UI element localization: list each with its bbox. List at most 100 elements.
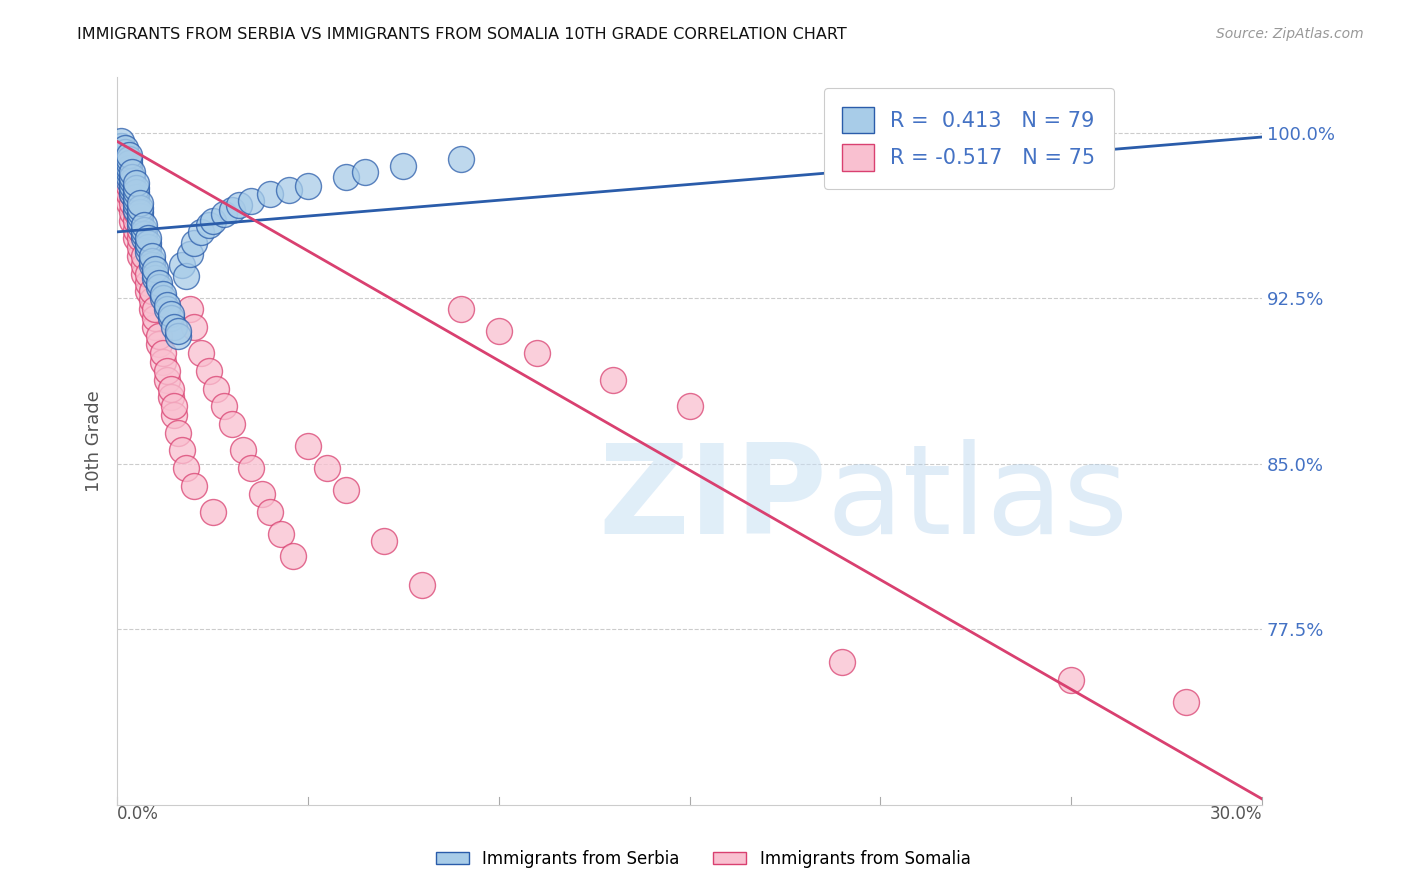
Point: [110, 169, 132, 184]
Point: [125, 185, 148, 199]
Point: [121, 205, 143, 219]
Point: [129, 205, 152, 219]
Point: [159, 310, 181, 325]
Point: [152, 291, 174, 305]
Point: [121, 174, 143, 188]
Point: [143, 310, 166, 325]
Point: [132, 267, 155, 281]
Point: [179, 302, 201, 317]
Point: [117, 156, 139, 170]
Point: [190, 346, 212, 360]
Point: [110, 159, 132, 173]
Point: [143, 302, 166, 317]
Point: [354, 165, 377, 179]
Point: [450, 302, 472, 317]
Point: [156, 302, 179, 317]
Point: [159, 390, 181, 404]
Point: [125, 202, 148, 217]
Point: [488, 324, 510, 338]
Point: [159, 306, 181, 320]
Point: [602, 373, 624, 387]
Point: [297, 178, 319, 193]
Point: [132, 258, 155, 272]
Point: [110, 147, 132, 161]
Text: Source: ZipAtlas.com: Source: ZipAtlas.com: [1216, 27, 1364, 41]
Point: [136, 235, 159, 250]
Point: [114, 154, 136, 169]
Point: [228, 198, 250, 212]
Point: [316, 461, 339, 475]
Point: [152, 286, 174, 301]
Point: [125, 194, 148, 208]
Point: [183, 235, 205, 250]
Point: [143, 267, 166, 281]
Point: [148, 328, 170, 343]
Point: [201, 505, 224, 519]
Point: [984, 132, 1007, 146]
Point: [114, 141, 136, 155]
Point: [117, 187, 139, 202]
Point: [114, 165, 136, 179]
Point: [156, 373, 179, 387]
Point: [163, 408, 186, 422]
Point: [221, 202, 243, 217]
Point: [167, 328, 190, 343]
Point: [129, 210, 152, 224]
Point: [152, 355, 174, 369]
Point: [136, 231, 159, 245]
Point: [259, 187, 281, 202]
Point: [121, 169, 143, 184]
Point: [239, 194, 262, 208]
Point: [121, 214, 143, 228]
Point: [170, 443, 193, 458]
Point: [143, 319, 166, 334]
Point: [132, 249, 155, 263]
Point: [125, 222, 148, 236]
Point: [159, 382, 181, 396]
Point: [117, 174, 139, 188]
Point: [141, 285, 163, 299]
Point: [156, 364, 179, 378]
Point: [117, 165, 139, 179]
Point: [129, 240, 152, 254]
Point: [205, 382, 228, 396]
Point: [114, 180, 136, 194]
Point: [141, 249, 163, 263]
Point: [270, 527, 292, 541]
Point: [129, 219, 152, 233]
Point: [148, 337, 170, 351]
Point: [373, 533, 395, 548]
Point: [212, 207, 235, 221]
Point: [117, 196, 139, 211]
Point: [121, 196, 143, 211]
Point: [259, 505, 281, 519]
Text: 0.0%: 0.0%: [117, 805, 159, 823]
Point: [129, 222, 152, 236]
Point: [117, 169, 139, 184]
Y-axis label: 10th Grade: 10th Grade: [86, 391, 103, 492]
Point: [129, 201, 152, 215]
Point: [143, 262, 166, 277]
Point: [183, 319, 205, 334]
Text: IMMIGRANTS FROM SERBIA VS IMMIGRANTS FROM SOMALIA 10TH GRADE CORRELATION CHART: IMMIGRANTS FROM SERBIA VS IMMIGRANTS FRO…: [77, 27, 846, 42]
Point: [117, 178, 139, 193]
Point: [117, 161, 139, 175]
Text: atlas: atlas: [827, 439, 1129, 560]
Point: [190, 225, 212, 239]
Point: [110, 135, 132, 149]
Point: [1174, 695, 1197, 709]
Point: [132, 219, 155, 233]
Point: [129, 196, 152, 211]
Point: [114, 145, 136, 160]
Point: [121, 187, 143, 202]
Point: [179, 247, 201, 261]
Point: [114, 159, 136, 173]
Point: [277, 183, 299, 197]
Point: [239, 461, 262, 475]
Point: [136, 276, 159, 290]
Point: [125, 180, 148, 194]
Point: [526, 346, 548, 360]
Point: [232, 443, 254, 458]
Point: [678, 399, 700, 413]
Point: [163, 319, 186, 334]
